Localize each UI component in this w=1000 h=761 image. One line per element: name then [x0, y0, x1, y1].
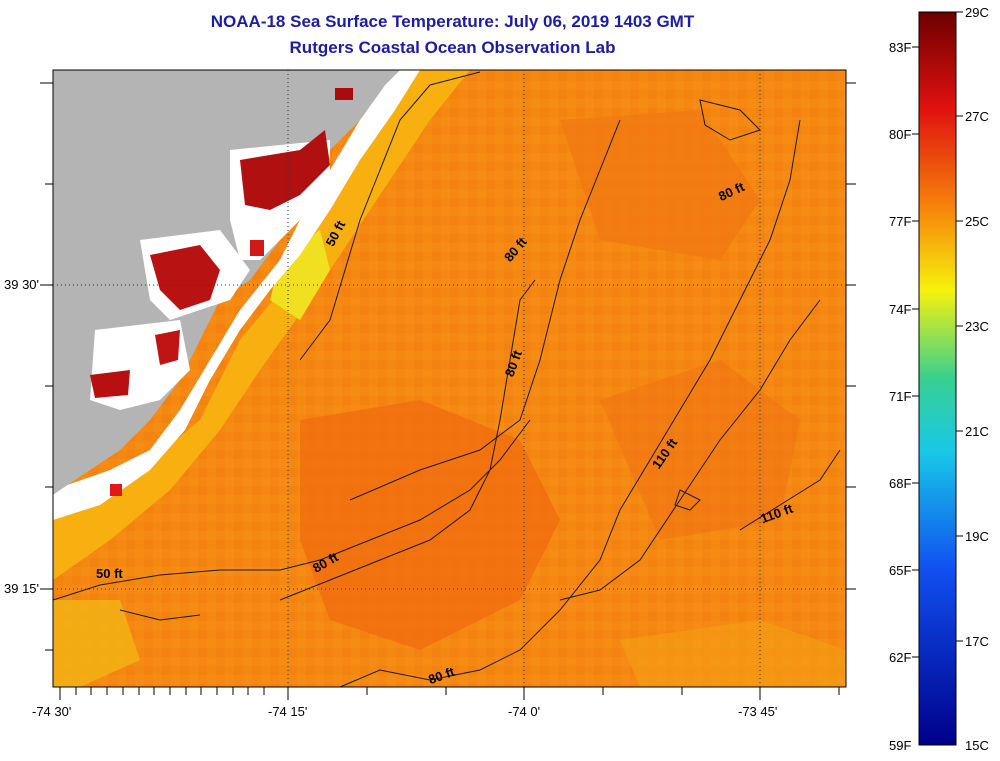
hot-bay-south: [90, 370, 130, 398]
cb-f-65: 65F: [889, 563, 912, 578]
hot-bay-north: [240, 130, 330, 210]
hot-bay-central: [150, 245, 220, 310]
cb-c-23: 23C: [965, 319, 989, 334]
lat-label-39-15: 39 15': [4, 581, 40, 596]
lon-label-74-0: -74 0': [508, 704, 541, 719]
lat-label-39-30: 39 30': [4, 277, 40, 292]
map-subtitle: Rutgers Coastal Ocean Observation Lab: [289, 38, 616, 57]
axis-ticks: [40, 82, 856, 700]
cb-c-25: 25C: [965, 214, 989, 229]
cb-f-74: 74F: [889, 302, 912, 317]
colorbar: [918, 11, 957, 746]
cb-c-21: 21C: [965, 424, 989, 439]
cb-f-83: 83F: [889, 40, 912, 55]
map-frame: [52, 69, 847, 688]
cb-c-27: 27C: [965, 109, 989, 124]
cb-f-62: 62F: [889, 650, 912, 665]
lon-label-74-30: -74 30': [32, 704, 72, 719]
cb-f-80: 80F: [889, 127, 912, 142]
cb-f-59: 59F: [889, 738, 912, 753]
lon-label-74-15: -74 15': [268, 704, 308, 719]
cb-f-77: 77F: [889, 214, 912, 229]
map-title: NOAA-18 Sea Surface Temperature: July 06…: [210, 12, 695, 31]
cb-c-17: 17C: [965, 634, 989, 649]
cb-c-19: 19C: [965, 529, 989, 544]
colorbar-ticks: [912, 11, 963, 658]
depth-contours: [53, 71, 841, 687]
nearshore-warm-band: [53, 70, 470, 580]
lon-label-73-45: -73 45': [738, 704, 778, 719]
cb-f-71: 71F: [889, 389, 912, 404]
cb-c-29: 29C: [965, 5, 989, 20]
graticule: [53, 70, 846, 687]
contour-label: 50 ft: [96, 566, 123, 581]
cb-c-15: 15C: [965, 738, 989, 753]
cb-f-68: 68F: [889, 476, 912, 491]
